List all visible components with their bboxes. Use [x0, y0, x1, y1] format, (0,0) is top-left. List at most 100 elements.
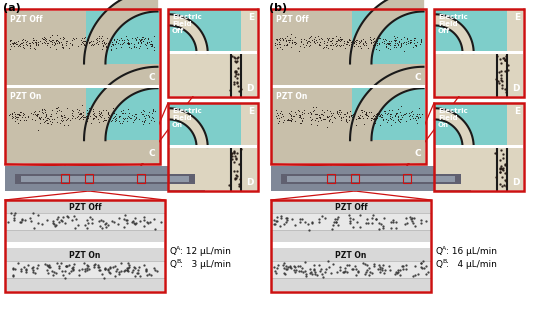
Point — [85, 39, 94, 44]
Point — [367, 116, 375, 121]
Point — [83, 116, 91, 121]
Text: C: C — [414, 149, 421, 158]
Point — [323, 124, 332, 130]
Point — [64, 263, 73, 268]
Point — [285, 37, 294, 42]
Point — [88, 116, 97, 121]
Point — [235, 183, 243, 188]
Point — [11, 211, 19, 216]
Point — [107, 47, 115, 52]
Point — [314, 112, 323, 117]
Point — [42, 37, 50, 42]
Point — [136, 38, 144, 43]
Point — [308, 221, 317, 226]
Point — [391, 113, 400, 118]
Point — [346, 37, 354, 42]
Point — [496, 166, 504, 171]
Point — [297, 120, 305, 125]
Point — [106, 47, 115, 52]
Point — [504, 62, 512, 67]
Point — [286, 117, 295, 122]
Point — [15, 111, 23, 116]
Point — [389, 44, 398, 49]
Point — [104, 110, 112, 115]
Point — [52, 108, 61, 113]
Point — [329, 223, 337, 228]
Bar — [287, 175, 455, 182]
Point — [391, 36, 399, 41]
Point — [410, 37, 418, 42]
Point — [139, 38, 148, 43]
Point — [37, 110, 46, 115]
Point — [232, 176, 240, 181]
Point — [123, 118, 132, 123]
Point — [318, 213, 327, 219]
Point — [80, 114, 88, 119]
Point — [334, 36, 343, 41]
Point — [99, 42, 107, 47]
Point — [68, 42, 76, 47]
Point — [400, 39, 408, 44]
Point — [132, 44, 141, 49]
Point — [93, 37, 101, 42]
Point — [69, 265, 77, 270]
Bar — [272, 242, 430, 245]
Point — [385, 264, 394, 269]
Point — [77, 115, 86, 120]
Point — [89, 111, 98, 116]
Point — [353, 38, 361, 43]
Point — [307, 112, 316, 117]
Bar — [5, 200, 165, 292]
Point — [331, 116, 340, 121]
Point — [393, 271, 401, 276]
Point — [56, 112, 65, 117]
Text: Electric
Field
Off: Electric Field Off — [438, 14, 468, 34]
Point — [406, 37, 414, 42]
Point — [78, 112, 87, 117]
Point — [89, 109, 98, 114]
Bar — [169, 104, 257, 190]
Point — [111, 41, 119, 47]
Point — [363, 115, 372, 121]
Point — [287, 119, 295, 124]
Point — [352, 272, 361, 278]
Point — [59, 34, 67, 40]
Point — [230, 150, 238, 155]
Point — [386, 115, 394, 120]
Point — [277, 108, 286, 113]
Point — [276, 224, 284, 229]
Point — [296, 43, 304, 48]
Text: E: E — [248, 13, 254, 22]
Polygon shape — [350, 0, 424, 63]
Point — [38, 40, 46, 45]
Point — [57, 117, 66, 122]
Point — [328, 113, 337, 118]
Point — [80, 114, 89, 119]
Point — [131, 221, 140, 226]
Point — [35, 116, 44, 121]
Point — [103, 268, 112, 273]
Point — [12, 114, 21, 119]
Point — [325, 116, 334, 121]
Point — [496, 182, 504, 187]
Point — [406, 40, 415, 45]
Point — [306, 269, 315, 274]
Point — [297, 40, 305, 45]
Point — [306, 122, 315, 127]
Point — [230, 159, 238, 164]
Point — [39, 117, 47, 122]
Point — [336, 43, 344, 48]
Point — [83, 218, 91, 223]
Bar — [434, 103, 524, 191]
Point — [352, 41, 360, 46]
Point — [15, 112, 23, 117]
Point — [335, 34, 344, 40]
Point — [271, 107, 280, 112]
Point — [297, 217, 306, 222]
Point — [108, 42, 117, 47]
Point — [374, 36, 383, 41]
Point — [148, 115, 157, 120]
Bar — [434, 9, 524, 97]
Point — [129, 120, 138, 125]
Point — [9, 272, 18, 278]
